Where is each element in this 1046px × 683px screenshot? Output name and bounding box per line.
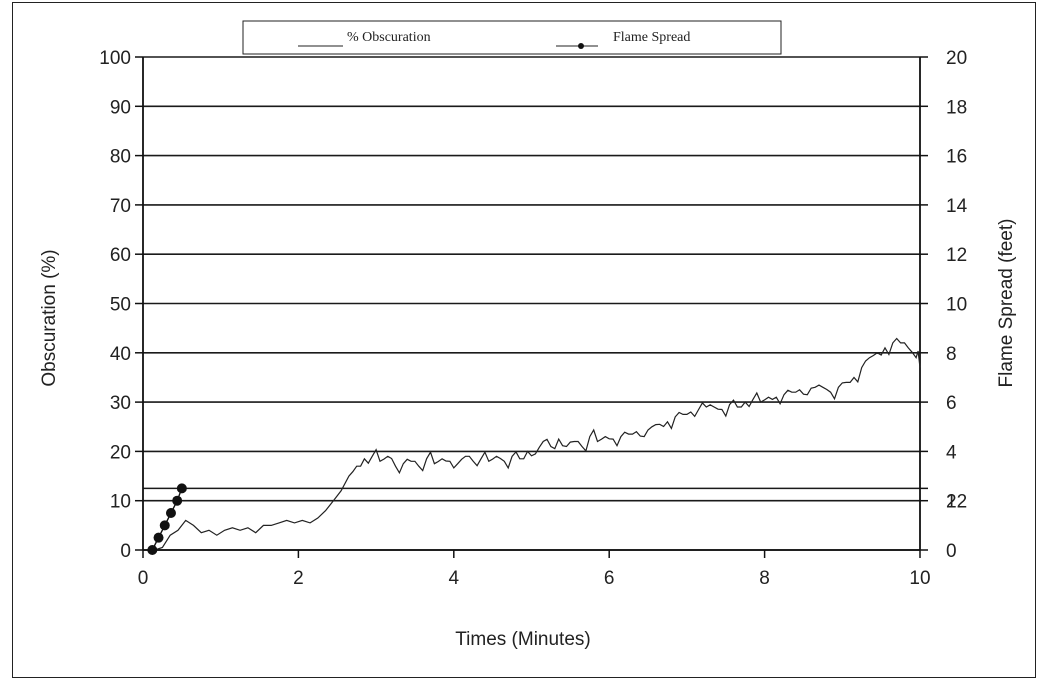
- y-right-tick-label: 4: [946, 442, 957, 463]
- y-axis-left-title: Obscuration (%): [39, 249, 60, 386]
- series: [147, 337, 921, 555]
- legend-flame-label: Flame Spread: [613, 30, 690, 45]
- legend-obscuration-label: % Obscuration: [347, 30, 431, 45]
- y-right-tick-label: 14: [946, 196, 968, 217]
- y-right-tick-label: 6: [946, 393, 957, 414]
- y-left-tick-label: 30: [110, 393, 131, 414]
- x-tick-label: 10: [909, 568, 930, 589]
- tick-labels: 0102030405060708090100024681012141618201…: [99, 48, 967, 589]
- y-right-tick-label: 18: [946, 97, 967, 118]
- gridlines: [143, 56, 920, 551]
- legend-flame-marker: [578, 43, 584, 49]
- chart-frame: 0 10 20 30 40 50 60 70 80 90 100 0 2 4 6 8 10 12 14 16 18 20 1…: [12, 2, 1036, 678]
- y-left-tick-label: 20: [110, 442, 131, 463]
- y-right-tick-label: 0: [946, 541, 957, 562]
- y-left-tick-label: 0: [120, 541, 131, 562]
- y-right-extra-label: 12: [946, 492, 967, 513]
- series-obscuration-line: [154, 337, 921, 551]
- x-tick-label: 2: [293, 568, 304, 589]
- flame-spread-point: [172, 495, 183, 506]
- y-right-tick-label: 16: [946, 147, 967, 168]
- axes: [135, 56, 928, 558]
- y-right-tick-label: 10: [946, 295, 967, 316]
- y-left-tick-label: 40: [110, 344, 131, 365]
- y-left-tick-label: 50: [110, 295, 131, 316]
- y-left-tick-label: 100: [99, 48, 131, 69]
- flame-spread-point: [165, 508, 176, 519]
- flame-spread-point: [176, 483, 187, 494]
- chart-svg: 0102030405060708090100024681012141618201…: [39, 20, 1017, 650]
- y-left-tick-label: 70: [110, 196, 131, 217]
- y-right-tick-label: 8: [946, 344, 957, 365]
- x-tick-label: 4: [449, 568, 460, 589]
- x-axis-title: Times (Minutes): [455, 629, 590, 650]
- legend-box: [242, 20, 782, 55]
- y-left-tick-label: 90: [110, 97, 131, 118]
- flame-spread-point: [159, 520, 170, 531]
- y-left-tick-label: 80: [110, 147, 131, 168]
- y-right-tick-label: 20: [946, 48, 967, 69]
- legend: % Obscuration Flame Spread: [242, 20, 782, 55]
- y-right-tick-label: 12: [946, 245, 967, 266]
- y-left-tick-label: 10: [110, 492, 131, 513]
- x-tick-label: 0: [138, 568, 149, 589]
- flame-spread-point: [153, 532, 164, 543]
- x-tick-label: 6: [604, 568, 615, 589]
- y-left-tick-label: 60: [110, 245, 131, 266]
- y-axis-right-title: Flame Spread (feet): [996, 219, 1017, 388]
- y-right-tick-label: 2: [946, 492, 957, 513]
- x-tick-label: 8: [759, 568, 770, 589]
- flame-spread-point: [147, 545, 158, 555]
